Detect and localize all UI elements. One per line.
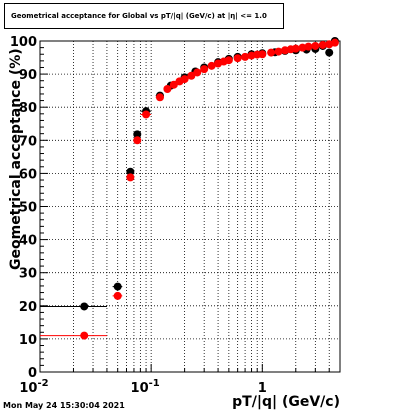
axis-ticks: 0 10 20 30 40 50 60 70 80 90 100 10-2 10-1 1 (10, 35, 330, 396)
y-tick-label: 10 (19, 333, 37, 348)
data-point (258, 50, 267, 59)
data-point (187, 71, 196, 80)
data-point (224, 56, 233, 65)
data-point (241, 52, 250, 61)
y-tick-label: 0 (28, 366, 37, 381)
y-tick-label: 70 (19, 134, 37, 149)
x-tick-exponent: -2 (37, 378, 48, 389)
y-tick-label: 30 (19, 267, 37, 282)
data-point (155, 93, 164, 102)
data-point (126, 167, 135, 176)
data-point (126, 173, 135, 182)
data-point (142, 110, 151, 119)
y-tick-label: 40 (19, 234, 37, 249)
timestamp: Mon May 24 15:30:04 2021 (3, 401, 125, 410)
y-axis-label: Geometrical acceptance (%) (8, 48, 24, 270)
x-axis-label: pT/|q| (GeV/c) (232, 394, 340, 410)
y-tick-label: 60 (19, 167, 37, 182)
data-point (274, 47, 283, 56)
data-point (233, 54, 242, 63)
data-point (304, 42, 313, 51)
data-point (330, 38, 339, 47)
data-point (318, 40, 327, 49)
data-point (193, 68, 202, 77)
data-point (113, 291, 122, 300)
x-tick-label: 1 (258, 381, 267, 396)
data-point (298, 43, 307, 52)
data-point (200, 65, 209, 74)
data-marks (40, 37, 339, 340)
data-point (113, 282, 122, 291)
x-tick-label: 10-2 (19, 378, 48, 396)
data-point (133, 130, 142, 139)
y-tick-label: 100 (10, 35, 37, 50)
x-tick-exponent: -1 (149, 378, 160, 389)
y-tick-label: 80 (19, 101, 37, 116)
chart-title-box: Geometrical acceptance for Global vs pT/… (4, 3, 284, 29)
data-point (325, 48, 334, 57)
data-point (267, 48, 276, 57)
data-point (80, 331, 89, 340)
y-tick-label: 90 (19, 68, 37, 83)
data-point (133, 136, 142, 145)
x-tick-label: 10-1 (131, 378, 160, 396)
data-point (311, 41, 320, 50)
data-point (291, 44, 300, 53)
y-tick-label: 20 (19, 300, 37, 315)
data-point (163, 84, 172, 93)
data-point (180, 75, 189, 84)
y-tick-label: 50 (19, 201, 37, 216)
grid-lines (40, 41, 340, 372)
data-point (207, 61, 216, 70)
chart-title: Geometrical acceptance for Global vs pT/… (11, 12, 267, 20)
data-point (80, 302, 89, 311)
